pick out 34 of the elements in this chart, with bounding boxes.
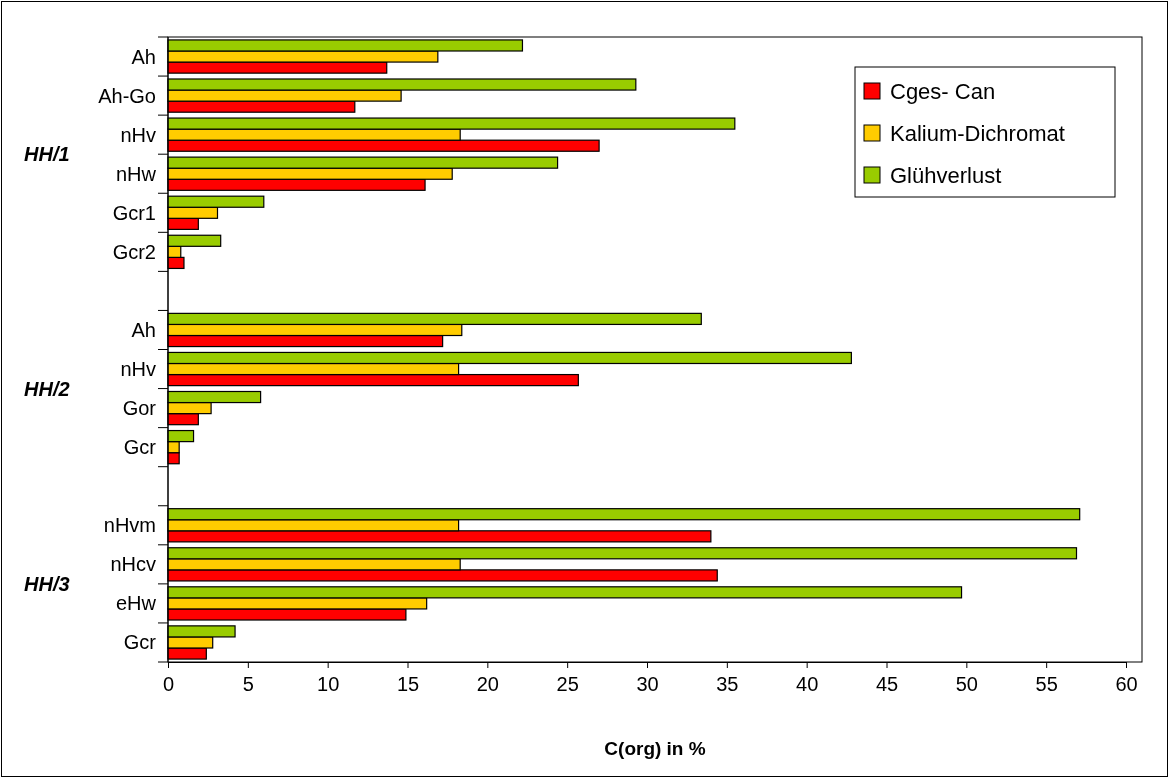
x-tick-label: 40 [796, 673, 819, 695]
y-tick-label: nHv [120, 123, 156, 146]
y-tick-label: nHvm [103, 514, 156, 537]
y-tick-label: nHw [115, 162, 157, 185]
x-tick-label: 20 [476, 673, 499, 695]
legend-label: Glühverlust [890, 162, 1002, 188]
x-tick-label: 50 [955, 673, 978, 695]
x-tick-label: 45 [875, 673, 899, 695]
x-tick-label: 30 [636, 673, 659, 695]
x-tick-label: 10 [317, 673, 340, 695]
y-tick-label: Gcr2 [112, 240, 156, 263]
y-tick-label: Gcr [123, 631, 157, 654]
x-tick-label: 15 [396, 673, 420, 695]
legend-label: Kalium-Dichromat [890, 120, 1065, 146]
y-tick-label: Gcr [123, 436, 157, 459]
y-tick-label: nHcv [110, 553, 156, 576]
x-tick-label: 60 [1115, 673, 1138, 695]
x-tick-label: 25 [556, 673, 579, 695]
y-tick-label: Ah [131, 318, 156, 341]
y-tick-label: Gor [122, 397, 157, 420]
x-tick-label: 55 [1035, 673, 1058, 695]
y-tick-label: Gcr1 [112, 201, 156, 224]
x-tick-label: 5 [242, 673, 254, 695]
y-tick-label: eHw [115, 592, 157, 615]
y-tick-label: nHv [120, 358, 156, 381]
legend-label: Cges- Can [890, 78, 996, 104]
y-tick-label: Ah [131, 45, 156, 68]
text: HH/3 [24, 572, 70, 595]
x-tick-label: 0 [162, 673, 175, 695]
text: HH/2 [24, 377, 70, 400]
x-tick-label: 35 [716, 673, 739, 695]
x-axis-title: C(org) in % [604, 738, 706, 759]
text: HH/1 [24, 143, 70, 166]
y-tick-label: Ah-Go [98, 84, 156, 107]
